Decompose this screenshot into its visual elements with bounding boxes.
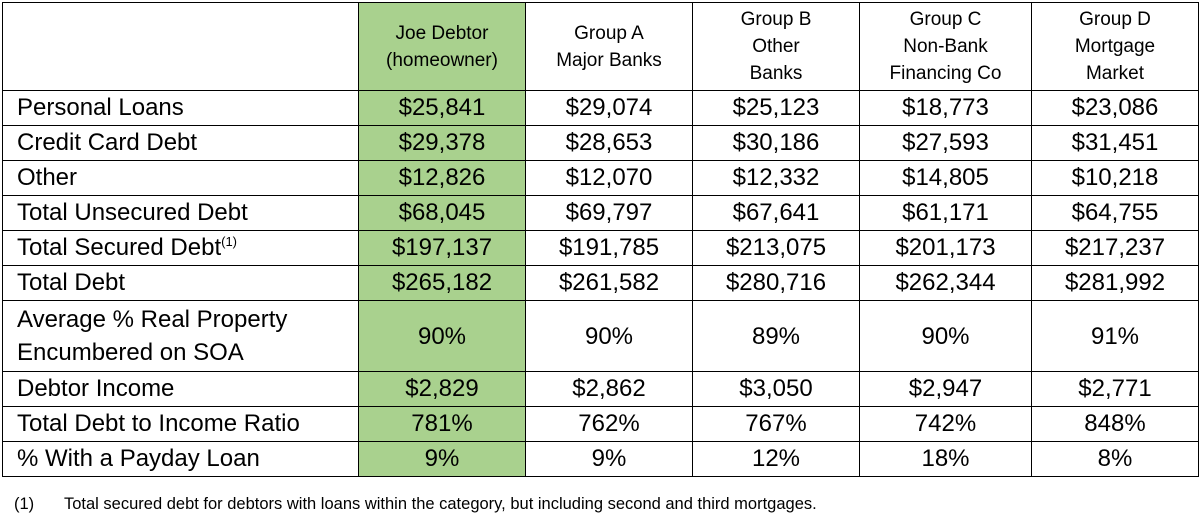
column-header-group-b: Group B Other Banks — [692, 2, 860, 91]
table-cell: $30,186 — [692, 125, 860, 161]
table-cell: $197,137 — [358, 230, 526, 266]
table-cell: $280,716 — [692, 265, 860, 301]
table-cell: $2,771 — [1031, 371, 1199, 407]
column-header-line: Financing Co — [889, 63, 1002, 84]
table-cell: 91% — [1031, 300, 1199, 372]
table-row-total-unsecured-debt: Total Unsecured Debt $68,045 $69,797 $67… — [2, 195, 1199, 231]
table-cell: 781% — [358, 406, 526, 442]
table-row-total-debt: Total Debt $265,182 $261,582 $280,716 $2… — [2, 265, 1199, 301]
row-label: Total Unsecured Debt — [2, 195, 359, 231]
table-cell: $261,582 — [525, 265, 693, 301]
debt-comparison-table: Joe Debtor (homeowner) Group A Major Ban… — [2, 2, 1199, 477]
table-cell: 9% — [525, 441, 693, 477]
table-cell: $265,182 — [358, 265, 526, 301]
table-cell: $61,171 — [859, 195, 1032, 231]
header-empty-corner — [2, 2, 359, 91]
row-label-line: Average % Real Property — [17, 306, 288, 333]
row-label: Credit Card Debt — [2, 125, 359, 161]
column-header-group-c: Group C Non-Bank Financing Co — [859, 2, 1032, 91]
table-cell: 848% — [1031, 406, 1199, 442]
column-header-line: Major Banks — [556, 49, 662, 71]
row-label: Total Debt to Income Ratio — [2, 406, 359, 442]
row-label-two-line: Average % Real Property Encumbered on SO… — [2, 300, 359, 372]
table-row-average-real-property-encumbered: Average % Real Property Encumbered on SO… — [2, 300, 1199, 372]
table-row-total-secured-debt: Total Secured Debt(1) $197,137 $191,785 … — [2, 230, 1199, 266]
table-cell: $217,237 — [1031, 230, 1199, 266]
table-cell: 18% — [859, 441, 1032, 477]
column-header-line: Other — [752, 36, 800, 57]
row-label: Total Debt — [2, 265, 359, 301]
column-header-line: Banks — [749, 63, 803, 84]
debt-comparison-table-wrapper: Joe Debtor (homeowner) Group A Major Ban… — [2, 2, 1199, 477]
table-cell: 89% — [692, 300, 860, 372]
column-header-line: Market — [1085, 63, 1145, 84]
table-cell: $2,862 — [525, 371, 693, 407]
table-cell: $2,947 — [859, 371, 1032, 407]
row-label: Other — [2, 160, 359, 196]
table-cell: $28,653 — [525, 125, 693, 161]
table-cell: $281,992 — [1031, 265, 1199, 301]
table-cell: $27,593 — [859, 125, 1032, 161]
table-cell: $12,826 — [358, 160, 526, 196]
table-cell: 8% — [1031, 441, 1199, 477]
table-cell: $68,045 — [358, 195, 526, 231]
table-cell: $25,841 — [358, 90, 526, 126]
row-label: Personal Loans — [2, 90, 359, 126]
table-cell: $18,773 — [859, 90, 1032, 126]
table-cell: $191,785 — [525, 230, 693, 266]
column-header-joe-debtor: Joe Debtor (homeowner) — [358, 2, 526, 91]
table-cell: 90% — [358, 300, 526, 372]
footnote-number: (1) — [14, 495, 35, 513]
row-label: Debtor Income — [2, 371, 359, 407]
table-cell: $31,451 — [1031, 125, 1199, 161]
table-cell: 9% — [358, 441, 526, 477]
row-label: Total Secured Debt — [17, 234, 222, 261]
table-cell: $3,050 — [692, 371, 860, 407]
table-cell: $29,378 — [358, 125, 526, 161]
table-cell: $25,123 — [692, 90, 860, 126]
table-cell: $213,075 — [692, 230, 860, 266]
table-cell: 767% — [692, 406, 860, 442]
table-cell: 90% — [525, 300, 693, 372]
column-header-line: Joe Debtor — [395, 22, 489, 44]
row-label-line: Encumbered on SOA — [17, 339, 244, 366]
table-cell: $64,755 — [1031, 195, 1199, 231]
row-label-with-footnote: Total Secured Debt(1) — [2, 230, 359, 266]
column-header-line: (homeowner) — [386, 49, 498, 71]
header-row: Joe Debtor (homeowner) Group A Major Ban… — [2, 2, 1199, 91]
table-cell: $262,344 — [859, 265, 1032, 301]
column-header-line: Group B — [740, 9, 812, 30]
table-row-debtor-income: Debtor Income $2,829 $2,862 $3,050 $2,94… — [2, 371, 1199, 407]
table-cell: $10,218 — [1031, 160, 1199, 196]
table-cell: 90% — [859, 300, 1032, 372]
table-cell: $23,086 — [1031, 90, 1199, 126]
table-cell: 762% — [525, 406, 693, 442]
table-row-credit-card-debt: Credit Card Debt $29,378 $28,653 $30,186… — [2, 125, 1199, 161]
table-cell: $29,074 — [525, 90, 693, 126]
table-cell: 742% — [859, 406, 1032, 442]
table-row-total-debt-to-income-ratio: Total Debt to Income Ratio 781% 762% 767… — [2, 406, 1199, 442]
table-cell: $12,332 — [692, 160, 860, 196]
table-row-payday-loan: % With a Payday Loan 9% 9% 12% 18% 8% — [2, 441, 1199, 477]
table-cell: $12,070 — [525, 160, 693, 196]
column-header-line: Non-Bank — [903, 36, 988, 57]
column-header-line: Group D — [1079, 9, 1151, 30]
table-row-other: Other $12,826 $12,070 $12,332 $14,805 $1… — [2, 160, 1199, 196]
table-cell: $69,797 — [525, 195, 693, 231]
table-cell: $14,805 — [859, 160, 1032, 196]
table-row-personal-loans: Personal Loans $25,841 $29,074 $25,123 $… — [2, 90, 1199, 126]
column-header-line: Group A — [574, 22, 644, 44]
column-header-line: Group C — [909, 9, 982, 30]
row-label: % With a Payday Loan — [2, 441, 359, 477]
footnote: (1) Total secured debt for debtors with l… — [14, 495, 817, 514]
table-cell: $67,641 — [692, 195, 860, 231]
column-header-line: Mortgage — [1074, 36, 1156, 57]
footnote-marker: (1) — [221, 234, 238, 249]
column-header-group-a: Group A Major Banks — [525, 2, 693, 91]
table-cell: $2,829 — [358, 371, 526, 407]
column-header-group-d: Group D Mortgage Market — [1031, 2, 1199, 91]
footnote-text: Total secured debt for debtors with loan… — [64, 495, 817, 513]
table-cell: 12% — [692, 441, 860, 477]
table-cell: $201,173 — [859, 230, 1032, 266]
